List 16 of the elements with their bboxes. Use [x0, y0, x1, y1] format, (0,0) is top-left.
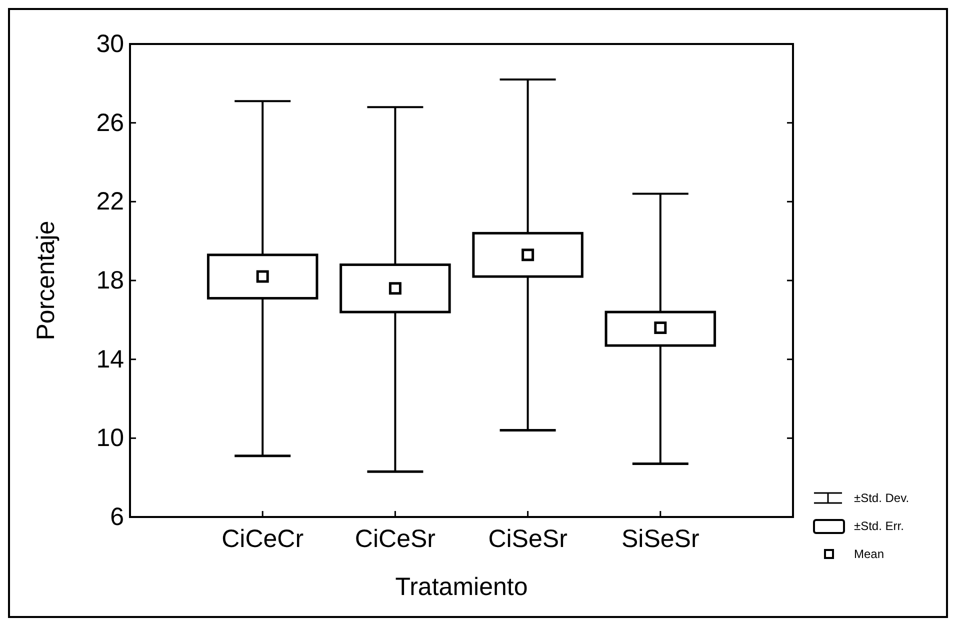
- y-tick-label: 26: [96, 108, 124, 137]
- x-tick-label: CiCeCr: [222, 525, 304, 553]
- text: Mean: [854, 547, 884, 561]
- x-tick-label: SiSeSr: [621, 525, 700, 553]
- text: ±Std. Dev.: [854, 491, 910, 505]
- y-tick-label: 14: [96, 345, 124, 374]
- y-tick-label: 22: [96, 188, 124, 216]
- y-tick-label: 6: [110, 503, 124, 531]
- x-tick-label: CiCeSr: [354, 525, 436, 553]
- y-tick-label: 30: [96, 30, 124, 58]
- y-axis-title: Porcentaje: [32, 220, 60, 340]
- text: ±Std. Err.: [854, 519, 904, 533]
- y-tick-label: 18: [96, 266, 124, 294]
- y-tick-label: 10: [96, 424, 124, 452]
- x-axis-title: Tratamiento: [395, 573, 528, 601]
- x-tick-label: CiSeSr: [488, 525, 568, 553]
